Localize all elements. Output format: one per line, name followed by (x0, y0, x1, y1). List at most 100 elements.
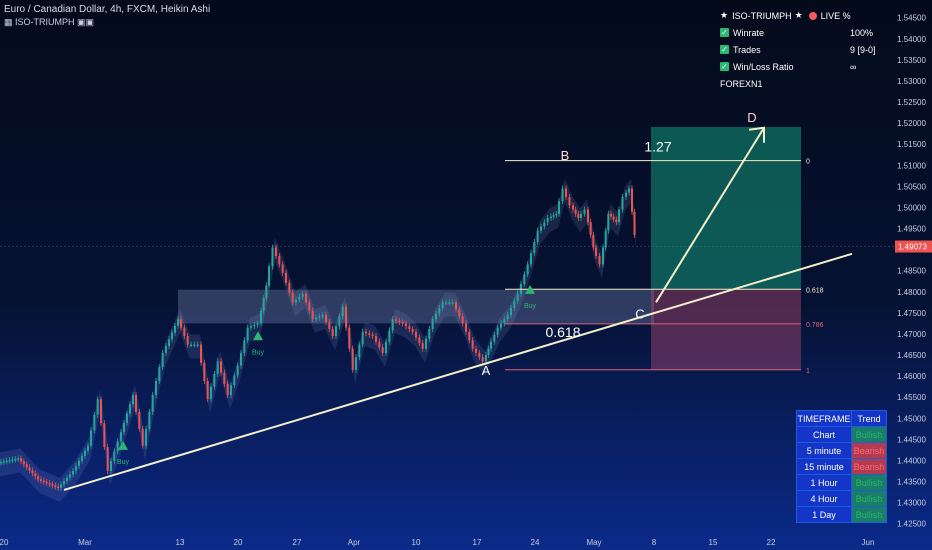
candle (177, 319, 179, 326)
candle (592, 234, 595, 248)
candle (161, 352, 164, 367)
candle (621, 196, 624, 210)
candle (461, 316, 464, 324)
candle (141, 428, 144, 446)
y-tick-label: 1.48000 (897, 288, 926, 297)
candle (250, 326, 252, 328)
current-price-label: 1.49073 (898, 243, 927, 252)
candle (633, 211, 636, 235)
panel-title-row: ★ ISO-TRIUMPH ★ LIVE % (720, 7, 880, 24)
candle (583, 209, 586, 214)
candle (338, 316, 341, 327)
candle (533, 241, 536, 254)
candle (298, 296, 301, 300)
candle (230, 385, 232, 396)
candle (210, 386, 212, 400)
candle (51, 484, 54, 486)
candle (226, 383, 229, 396)
candle (500, 323, 502, 328)
candle (475, 348, 477, 353)
candle (96, 399, 99, 415)
stat-value: 100% (850, 27, 874, 38)
candle (260, 310, 262, 324)
candle (371, 334, 374, 337)
stat-label: Win/Loss Ratio (733, 61, 794, 72)
candle (587, 209, 589, 223)
indicator-label[interactable]: ▦ ISO-TRIUMPH ▣▣ (4, 16, 210, 28)
candle (577, 213, 580, 218)
candle (335, 326, 337, 337)
candle (25, 464, 28, 468)
candle (540, 226, 542, 231)
timeframe-cell: 1 Hour (796, 474, 852, 491)
candle (180, 319, 182, 328)
candle (589, 222, 592, 235)
candle (315, 317, 317, 320)
x-tick-label: 13 (176, 538, 185, 547)
candle (405, 323, 407, 327)
candle (441, 302, 444, 308)
candle (421, 343, 424, 349)
candle (48, 483, 51, 485)
y-tick-label: 1.46000 (897, 372, 926, 381)
stop-zone (651, 289, 801, 370)
candle (11, 459, 14, 462)
candle (331, 329, 334, 337)
buy-label: Buy (252, 349, 265, 356)
candle (253, 324, 256, 327)
candle (63, 481, 65, 485)
candle (503, 319, 506, 324)
x-tick-label: Jun (862, 538, 875, 547)
candle (240, 352, 242, 366)
candle (523, 274, 526, 285)
timeframe-cell: 15 minute (796, 458, 852, 475)
wave-label-D: D (747, 110, 756, 125)
candle (401, 321, 404, 324)
candle (550, 216, 552, 219)
stats-panel: ★ ISO-TRIUMPH ★ LIVE % ✓ Winrate 100% ✓ Tr… (720, 7, 880, 92)
stat-row: ✓ Trades 9 [9-0] (720, 41, 880, 58)
x-tick-label: 20 (234, 538, 243, 547)
candle (151, 395, 154, 412)
candle (100, 399, 102, 424)
candle (368, 333, 371, 335)
candle (381, 347, 384, 353)
candle (75, 465, 77, 471)
y-tick-label: 1.46500 (897, 351, 926, 360)
candle (328, 321, 331, 330)
candle (516, 293, 519, 301)
check-icon: ✓ (720, 62, 729, 71)
candle (526, 264, 529, 275)
target-zone (651, 126, 801, 290)
candle (285, 272, 287, 283)
candle (321, 314, 324, 317)
indicator-settings-icon[interactable]: ▣▣ (74, 17, 95, 27)
candle (60, 484, 62, 488)
candle (465, 323, 467, 332)
y-tick-label: 1.47000 (897, 330, 926, 339)
trend-cell: Bearish (851, 458, 887, 475)
candle (223, 372, 226, 384)
candle (345, 306, 347, 328)
candle (69, 474, 71, 478)
wave-label-A: A (482, 363, 491, 378)
candle (206, 381, 209, 400)
candle (54, 485, 57, 487)
arrow-head-icon (748, 126, 765, 143)
candle (471, 340, 474, 349)
candle (145, 428, 147, 446)
candle (555, 213, 558, 216)
candle (546, 217, 549, 223)
candle (196, 344, 199, 346)
candle (435, 313, 437, 320)
candle (361, 331, 364, 345)
y-tick-label: 1.51000 (897, 161, 926, 170)
candle (425, 338, 427, 349)
candle (288, 282, 291, 293)
x-tick-label: 24 (531, 538, 540, 547)
candle (103, 423, 106, 448)
trend-table: TIMEFRAME Trend Chart Bullish 5 minute Bea… (796, 410, 887, 523)
x-tick-label: 27 (293, 538, 302, 547)
supply-zone (178, 289, 654, 324)
